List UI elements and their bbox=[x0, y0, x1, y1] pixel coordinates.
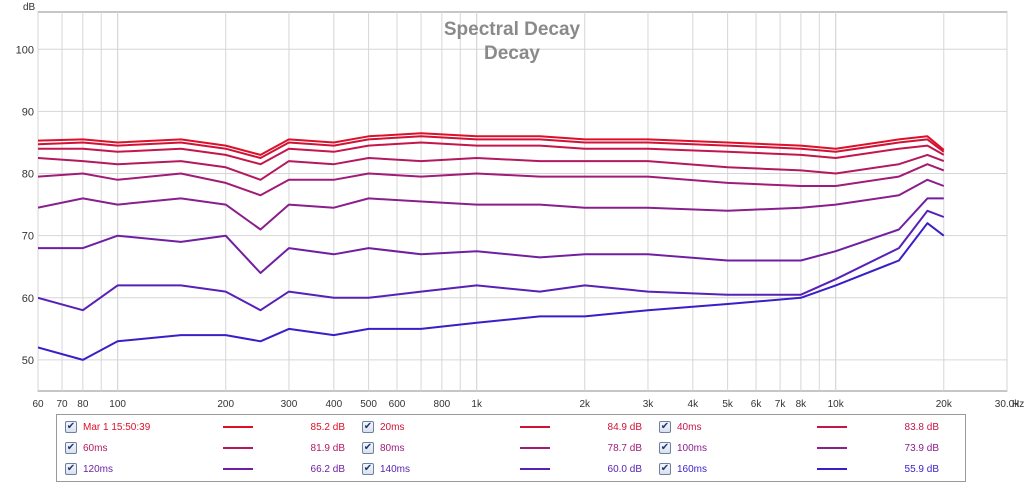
legend-swatch bbox=[520, 447, 550, 449]
x-tick-label: 70 bbox=[56, 399, 68, 410]
legend-value: 85.2 dB bbox=[310, 421, 345, 433]
legend-series-name: 160ms bbox=[677, 463, 708, 475]
legend-item[interactable]: ✔ 120ms 66.2 dB bbox=[65, 460, 345, 478]
x-axis-unit: Hz bbox=[1012, 399, 1024, 410]
legend-series-name: 100ms bbox=[677, 442, 708, 454]
series-line bbox=[38, 135, 945, 159]
x-tick-label: 500 bbox=[360, 399, 377, 410]
chart-subtitle: Decay bbox=[484, 43, 540, 64]
x-tick-label: 800 bbox=[434, 399, 451, 410]
legend-value: 81.9 dB bbox=[310, 442, 345, 454]
legend-item[interactable]: ✔ 100ms 73.9 dB bbox=[659, 439, 939, 457]
legend-value: 73.9 dB bbox=[904, 442, 939, 454]
x-tick-label: 60 bbox=[32, 399, 44, 410]
legend: ✔ Mar 1 15:50:39 85.2 dB ✔ 20ms 84.9 dB ✔ 40ms 8… bbox=[56, 414, 966, 482]
legend-checkbox[interactable]: ✔ bbox=[65, 421, 77, 433]
series-line bbox=[38, 222, 945, 361]
legend-checkbox[interactable]: ✔ bbox=[362, 463, 374, 475]
x-tick-label: 200 bbox=[217, 399, 234, 410]
legend-checkbox[interactable]: ✔ bbox=[659, 463, 671, 475]
legend-checkbox[interactable]: ✔ bbox=[659, 442, 671, 454]
legend-series-name: 40ms bbox=[677, 421, 702, 433]
legend-series-name: 140ms bbox=[380, 463, 411, 475]
x-tick-label: 3k bbox=[643, 399, 655, 410]
legend-value: 83.8 dB bbox=[904, 421, 939, 433]
series-line bbox=[38, 141, 945, 166]
legend-series-name: 80ms bbox=[380, 442, 405, 454]
chart-title: Spectral Decay bbox=[444, 19, 581, 40]
series-line bbox=[38, 153, 945, 181]
legend-checkbox[interactable]: ✔ bbox=[65, 463, 77, 475]
series-line bbox=[38, 197, 944, 274]
y-tick-label: 90 bbox=[22, 106, 34, 118]
legend-item[interactable]: ✔ Mar 1 15:50:39 85.2 dB bbox=[65, 418, 345, 436]
legend-swatch bbox=[223, 426, 253, 428]
legend-value: 55.9 dB bbox=[904, 463, 939, 475]
x-tick-labels: 60 70 80 100 200 300 400 500 600 800 1k 2k 3k 4k 5k 6k 7… bbox=[32, 399, 1020, 410]
x-tick-label: 7k bbox=[775, 399, 787, 410]
legend-item[interactable]: ✔ 80ms 78.7 dB bbox=[362, 439, 642, 457]
y-axis-unit: dB bbox=[23, 2, 36, 13]
legend-swatch bbox=[817, 447, 847, 449]
legend-series-name: 60ms bbox=[83, 442, 108, 454]
y-tick-label: 50 bbox=[22, 355, 34, 367]
x-tick-label: 5k bbox=[722, 399, 734, 410]
x-tick-label: 1k bbox=[471, 399, 483, 410]
x-tick-label: 30.0k bbox=[995, 399, 1020, 410]
x-tick-label: 20k bbox=[936, 399, 953, 410]
legend-checkbox[interactable]: ✔ bbox=[362, 442, 374, 454]
series-layer bbox=[38, 132, 945, 361]
legend-swatch bbox=[817, 468, 847, 470]
y-tick-label: 80 bbox=[22, 169, 34, 181]
legend-item[interactable]: ✔ 160ms 55.9 dB bbox=[659, 460, 939, 478]
x-tick-label: 10k bbox=[828, 399, 845, 410]
x-tick-label: 8k bbox=[796, 399, 808, 410]
legend-value: 84.9 dB bbox=[607, 421, 642, 433]
legend-item[interactable]: ✔ 60ms 81.9 dB bbox=[65, 439, 345, 457]
legend-series-name: Mar 1 15:50:39 bbox=[83, 421, 151, 433]
legend-item[interactable]: ✔ 140ms 60.0 dB bbox=[362, 460, 642, 478]
x-tick-label: 80 bbox=[77, 399, 89, 410]
legend-swatch bbox=[223, 468, 253, 470]
series-line bbox=[38, 209, 945, 312]
legend-series-name: 120ms bbox=[83, 463, 114, 475]
x-tick-label: 400 bbox=[325, 399, 342, 410]
legend-checkbox[interactable]: ✔ bbox=[659, 421, 671, 433]
legend-swatch bbox=[223, 447, 253, 449]
series-line bbox=[38, 132, 945, 156]
legend-swatch bbox=[520, 426, 550, 428]
legend-item[interactable]: ✔ 40ms 83.8 dB bbox=[659, 418, 939, 436]
spectral-decay-chart: 50 60 70 80 90 100 60 70 80 100 200 300 400 500 600 80… bbox=[16, 2, 1024, 410]
legend-checkbox[interactable]: ✔ bbox=[362, 421, 374, 433]
legend-checkbox[interactable]: ✔ bbox=[65, 442, 77, 454]
legend-swatch bbox=[817, 426, 847, 428]
series-line bbox=[38, 178, 945, 231]
legend-swatch bbox=[520, 468, 550, 470]
x-tick-label: 100 bbox=[109, 399, 126, 410]
x-tick-label: 4k bbox=[688, 399, 700, 410]
legend-value: 60.0 dB bbox=[607, 463, 642, 475]
x-tick-label: 600 bbox=[389, 399, 406, 410]
x-tick-label: 300 bbox=[281, 399, 298, 410]
y-tick-label: 70 bbox=[22, 231, 34, 243]
y-tick-label: 60 bbox=[22, 293, 34, 305]
x-tick-label: 2k bbox=[579, 399, 591, 410]
legend-series-name: 20ms bbox=[380, 421, 405, 433]
y-tick-label: 100 bbox=[16, 44, 34, 56]
legend-value: 66.2 dB bbox=[310, 463, 345, 475]
y-tick-labels: 50 60 70 80 90 100 bbox=[16, 44, 34, 367]
legend-value: 78.7 dB bbox=[607, 442, 642, 454]
x-tick-label: 6k bbox=[751, 399, 763, 410]
series-line bbox=[38, 163, 945, 197]
legend-item[interactable]: ✔ 20ms 84.9 dB bbox=[362, 418, 642, 436]
chart-svg: 50 60 70 80 90 100 60 70 80 100 200 300 400 500 600 80… bbox=[16, 2, 1024, 410]
